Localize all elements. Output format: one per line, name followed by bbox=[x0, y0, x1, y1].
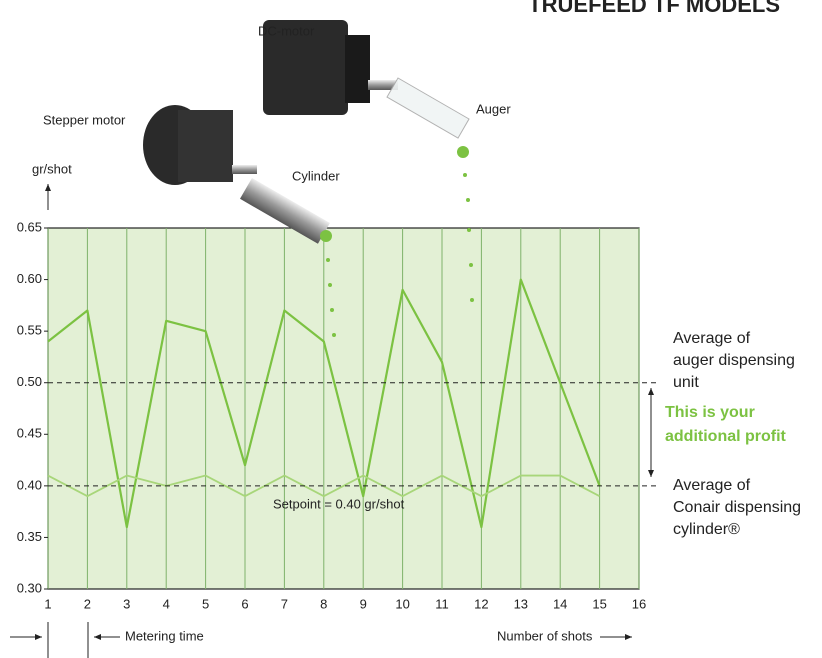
series-line bbox=[47, 474, 601, 498]
chart-title: TRUEFEED TF MODELS bbox=[528, 0, 780, 17]
dc-motor-label: DC-motor bbox=[258, 23, 315, 38]
x-tick-label: 14 bbox=[553, 596, 567, 611]
granules bbox=[326, 173, 474, 337]
y-tick-label: 0.35 bbox=[17, 529, 42, 544]
x-tick-label: 12 bbox=[474, 596, 488, 611]
x-tick-label: 1 bbox=[44, 596, 51, 611]
metering-label: Metering time bbox=[125, 628, 204, 643]
lines bbox=[47, 278, 601, 529]
plot-area bbox=[47, 227, 640, 590]
reference-label: cylinder® bbox=[673, 521, 740, 538]
x-tick-label: 8 bbox=[320, 596, 327, 611]
y-label: gr/shot bbox=[32, 161, 72, 176]
reference-label: Average of bbox=[673, 330, 751, 347]
x-tick-label: 13 bbox=[514, 596, 528, 611]
setpoint-label: Setpoint = 0.40 gr/shot bbox=[273, 496, 405, 511]
grid bbox=[47, 228, 640, 589]
y-tick-label: 0.60 bbox=[17, 271, 42, 286]
x-tick-label: 3 bbox=[123, 596, 130, 611]
x-tick-label: 11 bbox=[435, 596, 449, 611]
dc-motor-illustration bbox=[263, 20, 470, 158]
stepper-motor-label: Stepper motor bbox=[43, 112, 126, 127]
y-tick-label: 0.40 bbox=[17, 477, 42, 492]
series-line bbox=[47, 278, 601, 529]
x-tick-label: 16 bbox=[632, 596, 646, 611]
reference-label: Average of bbox=[673, 477, 751, 494]
x-tick-label: 2 bbox=[84, 596, 91, 611]
x-label: Number of shots bbox=[497, 628, 593, 643]
cylinder-label: Cylinder bbox=[292, 168, 340, 183]
reference-label: unit bbox=[673, 374, 699, 391]
y-tick-label: 0.30 bbox=[17, 580, 42, 595]
y-tick-label: 0.45 bbox=[17, 426, 42, 441]
y-tick-label: 0.50 bbox=[17, 374, 42, 389]
x-tick-label: 10 bbox=[395, 596, 409, 611]
y-tick-label: 0.65 bbox=[17, 219, 42, 234]
x-tick-label: 4 bbox=[163, 596, 170, 611]
reference-label: auger dispensing bbox=[673, 352, 795, 369]
profit-label: This is your bbox=[665, 404, 755, 421]
x-tick-label: 5 bbox=[202, 596, 209, 611]
x-tick-label: 6 bbox=[241, 596, 248, 611]
x-tick-label: 15 bbox=[592, 596, 606, 611]
profit-label: additional profit bbox=[665, 428, 787, 445]
x-tick-label: 9 bbox=[360, 596, 367, 611]
auger-label: Auger bbox=[476, 101, 511, 116]
y-tick-label: 0.55 bbox=[17, 323, 42, 338]
stepper-motor-illustration bbox=[143, 105, 332, 244]
reference-label: Conair dispensing bbox=[673, 499, 801, 516]
x-tick-label: 7 bbox=[281, 596, 288, 611]
